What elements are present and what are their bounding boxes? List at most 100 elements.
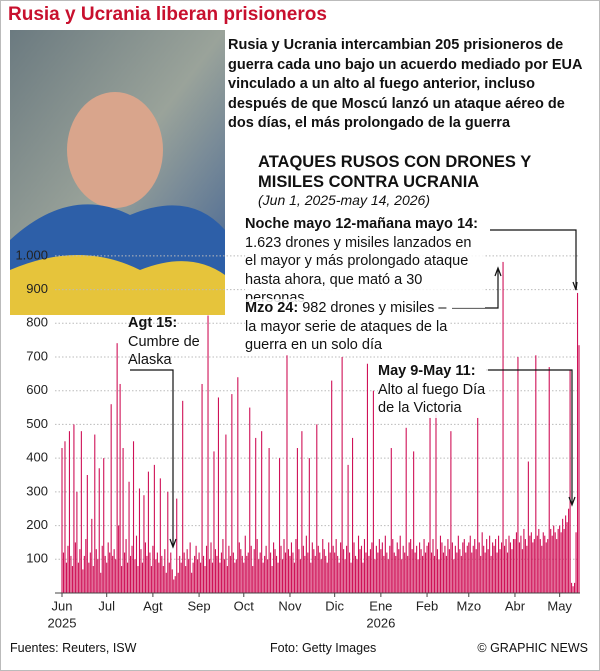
x-tick-label: Agt	[143, 598, 163, 613]
y-tick-label: 900	[26, 281, 48, 296]
bar	[170, 552, 172, 593]
bar	[545, 542, 547, 593]
bar	[353, 542, 355, 593]
bar	[344, 559, 346, 593]
bar	[335, 539, 337, 593]
bar	[326, 562, 328, 593]
arrow	[490, 229, 577, 288]
bar	[192, 562, 194, 593]
bar	[121, 566, 123, 593]
annotation: Mzo 24: 982 drones y misiles – la mayor …	[245, 299, 450, 355]
bar	[247, 552, 249, 593]
arrow-head	[169, 538, 177, 549]
bar	[185, 566, 187, 593]
bar	[313, 549, 315, 593]
bar	[503, 545, 506, 593]
bar	[305, 535, 307, 593]
bar	[532, 542, 534, 593]
bar	[134, 559, 136, 593]
bar	[483, 545, 485, 593]
bar	[92, 566, 94, 593]
bar	[214, 549, 217, 593]
bar	[228, 545, 230, 593]
bar	[413, 451, 415, 593]
bar	[410, 539, 412, 593]
bar	[319, 552, 321, 593]
bar	[366, 363, 368, 593]
bar	[89, 552, 91, 593]
bar	[506, 552, 509, 593]
annotation: May 9-May 11: Alto al fuego Día de la Vi…	[378, 362, 488, 418]
bar	[141, 562, 144, 593]
bar	[119, 383, 121, 593]
intro: Rusia y Ucrania intercambian 205 prision…	[228, 37, 582, 131]
bar	[235, 559, 237, 593]
bar	[417, 559, 419, 593]
y-tick-label: 700	[26, 348, 48, 363]
bar	[438, 559, 440, 593]
x-tick-label: Mzo	[456, 598, 481, 613]
bar	[146, 555, 148, 593]
bar	[171, 569, 173, 593]
bar	[115, 559, 117, 593]
bar	[422, 555, 424, 593]
bar	[273, 542, 275, 593]
bar	[509, 542, 512, 593]
bar	[101, 545, 103, 593]
bar	[216, 555, 218, 593]
bar	[65, 562, 68, 593]
bar	[517, 357, 519, 593]
bar	[62, 552, 65, 593]
bar	[495, 539, 497, 593]
annotation-label: Noche mayo 12-mañana mayo 14:	[245, 216, 478, 232]
arrow	[452, 270, 499, 309]
bar	[106, 562, 108, 593]
bar	[372, 390, 374, 593]
x-tick-label: Abr	[505, 598, 526, 613]
bar	[466, 545, 468, 593]
bar	[460, 555, 462, 593]
bar	[127, 562, 129, 593]
bar	[137, 566, 139, 593]
bar	[267, 559, 269, 593]
bar	[456, 552, 458, 593]
bar	[213, 451, 215, 593]
bar	[527, 461, 529, 593]
bar	[173, 579, 175, 593]
bar	[271, 566, 273, 593]
bar	[341, 357, 343, 593]
bar	[132, 441, 135, 593]
credit: © GRAPHIC NEWS	[477, 641, 588, 655]
bar	[492, 542, 494, 593]
bar	[295, 539, 297, 593]
bar	[501, 542, 503, 593]
bar	[478, 542, 480, 593]
bar	[399, 535, 401, 593]
bar	[562, 518, 564, 593]
bar	[544, 535, 546, 593]
bar	[486, 539, 488, 593]
bar	[526, 545, 528, 593]
bar	[468, 542, 470, 593]
bar	[74, 542, 76, 593]
x-tick-label: Jun	[52, 598, 73, 613]
bar	[256, 539, 258, 593]
chart-title: ATAQUES RUSOS CON DRONES Y MISILES CONTR…	[258, 153, 531, 191]
bar	[407, 555, 409, 593]
bar	[429, 417, 431, 593]
bar	[560, 532, 562, 593]
photo-face	[67, 92, 163, 208]
annotation: Agt 15: Cumbre de Alaska	[128, 314, 208, 370]
bar	[301, 431, 303, 593]
bar	[574, 582, 576, 593]
annotation-text: 982 drones y misiles – la mayor serie de…	[245, 300, 448, 353]
bar	[79, 549, 81, 593]
y-tick-label: 400	[26, 450, 48, 465]
bar	[423, 539, 425, 593]
bar	[164, 549, 166, 593]
bar	[445, 555, 447, 593]
bar	[559, 525, 561, 593]
bar	[553, 525, 555, 593]
bar	[274, 549, 276, 593]
